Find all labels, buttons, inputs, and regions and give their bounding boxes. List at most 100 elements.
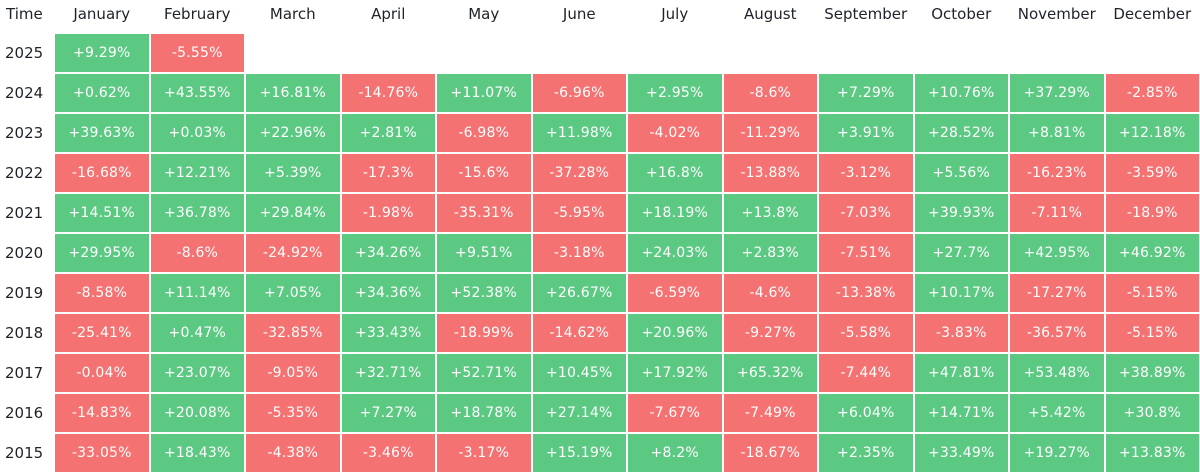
return-cell-2021-june: -5.95% (532, 194, 626, 232)
return-cell-2019-january: -8.58% (55, 274, 149, 312)
return-cell-2015-february: +18.43% (150, 434, 244, 472)
return-cell-2016-may: +18.78% (437, 394, 531, 432)
return-cell-2020-october: +27.7% (914, 234, 1008, 272)
return-cell-2023-february: +0.03% (150, 114, 244, 152)
return-cell-2024-july: +2.95% (628, 74, 722, 112)
return-cell-2022-june: -37.28% (532, 154, 626, 192)
return-cell-2019-february: +11.14% (150, 274, 244, 312)
return-cell-2024-august: -8.6% (723, 74, 817, 112)
return-cell-2018-december: -5.15% (1105, 314, 1199, 352)
return-cell-2020-may: +9.51% (437, 234, 531, 272)
return-cell-2021-july: +18.19% (628, 194, 722, 232)
return-cell-2015-may: -3.17% (437, 434, 531, 472)
return-cell-2022-july: +16.8% (628, 154, 722, 192)
return-cell-2019-april: +34.36% (341, 274, 435, 312)
return-cell-2017-september: -7.44% (819, 354, 913, 392)
return-cell-2020-june: -3.18% (532, 234, 626, 272)
return-cell-2020-february: -8.6% (150, 234, 244, 272)
return-cell-2021-september: -7.03% (819, 194, 913, 232)
return-cell-2016-april: +7.27% (341, 394, 435, 432)
return-cell-2025-january: +9.29% (55, 34, 149, 72)
month-header-october: October (931, 5, 992, 23)
return-cell-2015-april: -3.46% (341, 434, 435, 472)
return-cell-2017-june: +10.45% (532, 354, 626, 392)
return-cell-2017-january: -0.04% (55, 354, 149, 392)
return-cell-2017-february: +23.07% (150, 354, 244, 392)
return-cell-2015-november: +19.27% (1010, 434, 1104, 472)
return-cell-2021-october: +39.93% (914, 194, 1008, 232)
time-column-header: Time (6, 5, 43, 23)
return-cell-2022-january: -16.68% (55, 154, 149, 192)
return-cell-2023-may: -6.98% (437, 114, 531, 152)
return-cell-2015-october: +33.49% (914, 434, 1008, 472)
return-cell-2022-april: -17.3% (341, 154, 435, 192)
return-cell-2023-january: +39.63% (55, 114, 149, 152)
return-cell-2018-may: -18.99% (437, 314, 531, 352)
return-cell-2022-december: -3.59% (1105, 154, 1199, 192)
return-cell-2019-march: +7.05% (246, 274, 340, 312)
return-cell-2018-november: -36.57% (1010, 314, 1104, 352)
return-cell-2020-december: +46.92% (1105, 234, 1199, 272)
year-label-2022: 2022 (5, 164, 44, 182)
month-header-april: April (371, 5, 406, 23)
month-header-january: January (73, 5, 131, 23)
return-cell-2017-april: +32.71% (341, 354, 435, 392)
return-cell-2024-september: +7.29% (819, 74, 913, 112)
year-label-2016: 2016 (5, 404, 44, 422)
month-header-august: August (744, 5, 797, 23)
return-cell-2020-august: +2.83% (723, 234, 817, 272)
return-cell-2021-march: +29.84% (246, 194, 340, 232)
month-header-february: February (164, 5, 231, 23)
return-cell-2017-march: -9.05% (246, 354, 340, 392)
return-cell-2017-august: +65.32% (723, 354, 817, 392)
return-cell-2017-july: +17.92% (628, 354, 722, 392)
return-cell-2024-february: +43.55% (150, 74, 244, 112)
month-header-december: December (1113, 5, 1192, 23)
return-cell-2017-november: +53.48% (1010, 354, 1104, 392)
return-cell-2015-december: +13.83% (1105, 434, 1199, 472)
return-cell-2022-august: -13.88% (723, 154, 817, 192)
return-cell-2020-march: -24.92% (246, 234, 340, 272)
return-cell-2024-december: -2.85% (1105, 74, 1199, 112)
return-cell-2022-may: -15.6% (437, 154, 531, 192)
return-cell-2015-june: +15.19% (532, 434, 626, 472)
return-cell-2016-july: -7.67% (628, 394, 722, 432)
return-cell-2017-december: +38.89% (1105, 354, 1199, 392)
return-cell-2022-november: -16.23% (1010, 154, 1104, 192)
return-cell-2023-march: +22.96% (246, 114, 340, 152)
return-cell-2019-july: -6.59% (628, 274, 722, 312)
return-cell-2016-march: -5.35% (246, 394, 340, 432)
return-cell-2015-march: -4.38% (246, 434, 340, 472)
return-cell-2023-november: +8.81% (1010, 114, 1104, 152)
return-cell-2023-october: +28.52% (914, 114, 1008, 152)
return-cell-2022-february: +12.21% (150, 154, 244, 192)
month-header-march: March (269, 5, 316, 23)
return-cell-2015-january: -33.05% (55, 434, 149, 472)
return-cell-2016-august: -7.49% (723, 394, 817, 432)
year-label-2015: 2015 (5, 444, 44, 462)
return-cell-2024-march: +16.81% (246, 74, 340, 112)
return-cell-2018-september: -5.58% (819, 314, 913, 352)
return-cell-2018-february: +0.47% (150, 314, 244, 352)
return-cell-2023-september: +3.91% (819, 114, 913, 152)
return-cell-2019-november: -17.27% (1010, 274, 1104, 312)
return-cell-2017-may: +52.71% (437, 354, 531, 392)
return-cell-2016-october: +14.71% (914, 394, 1008, 432)
return-cell-2021-april: -1.98% (341, 194, 435, 232)
return-cell-2019-august: -4.6% (723, 274, 817, 312)
return-cell-2018-january: -25.41% (55, 314, 149, 352)
return-cell-2020-november: +42.95% (1010, 234, 1104, 272)
year-label-2025: 2025 (5, 44, 44, 62)
return-cell-2023-april: +2.81% (341, 114, 435, 152)
return-cell-2022-march: +5.39% (246, 154, 340, 192)
return-cell-2020-january: +29.95% (55, 234, 149, 272)
return-cell-2021-may: -35.31% (437, 194, 531, 232)
return-cell-2019-december: -5.15% (1105, 274, 1199, 312)
return-cell-2016-september: +6.04% (819, 394, 913, 432)
return-cell-2024-june: -6.96% (532, 74, 626, 112)
return-cell-2018-june: -14.62% (532, 314, 626, 352)
return-cell-2016-november: +5.42% (1010, 394, 1104, 432)
month-header-july: July (661, 5, 689, 23)
year-label-2018: 2018 (5, 324, 44, 342)
month-header-september: September (824, 5, 908, 23)
